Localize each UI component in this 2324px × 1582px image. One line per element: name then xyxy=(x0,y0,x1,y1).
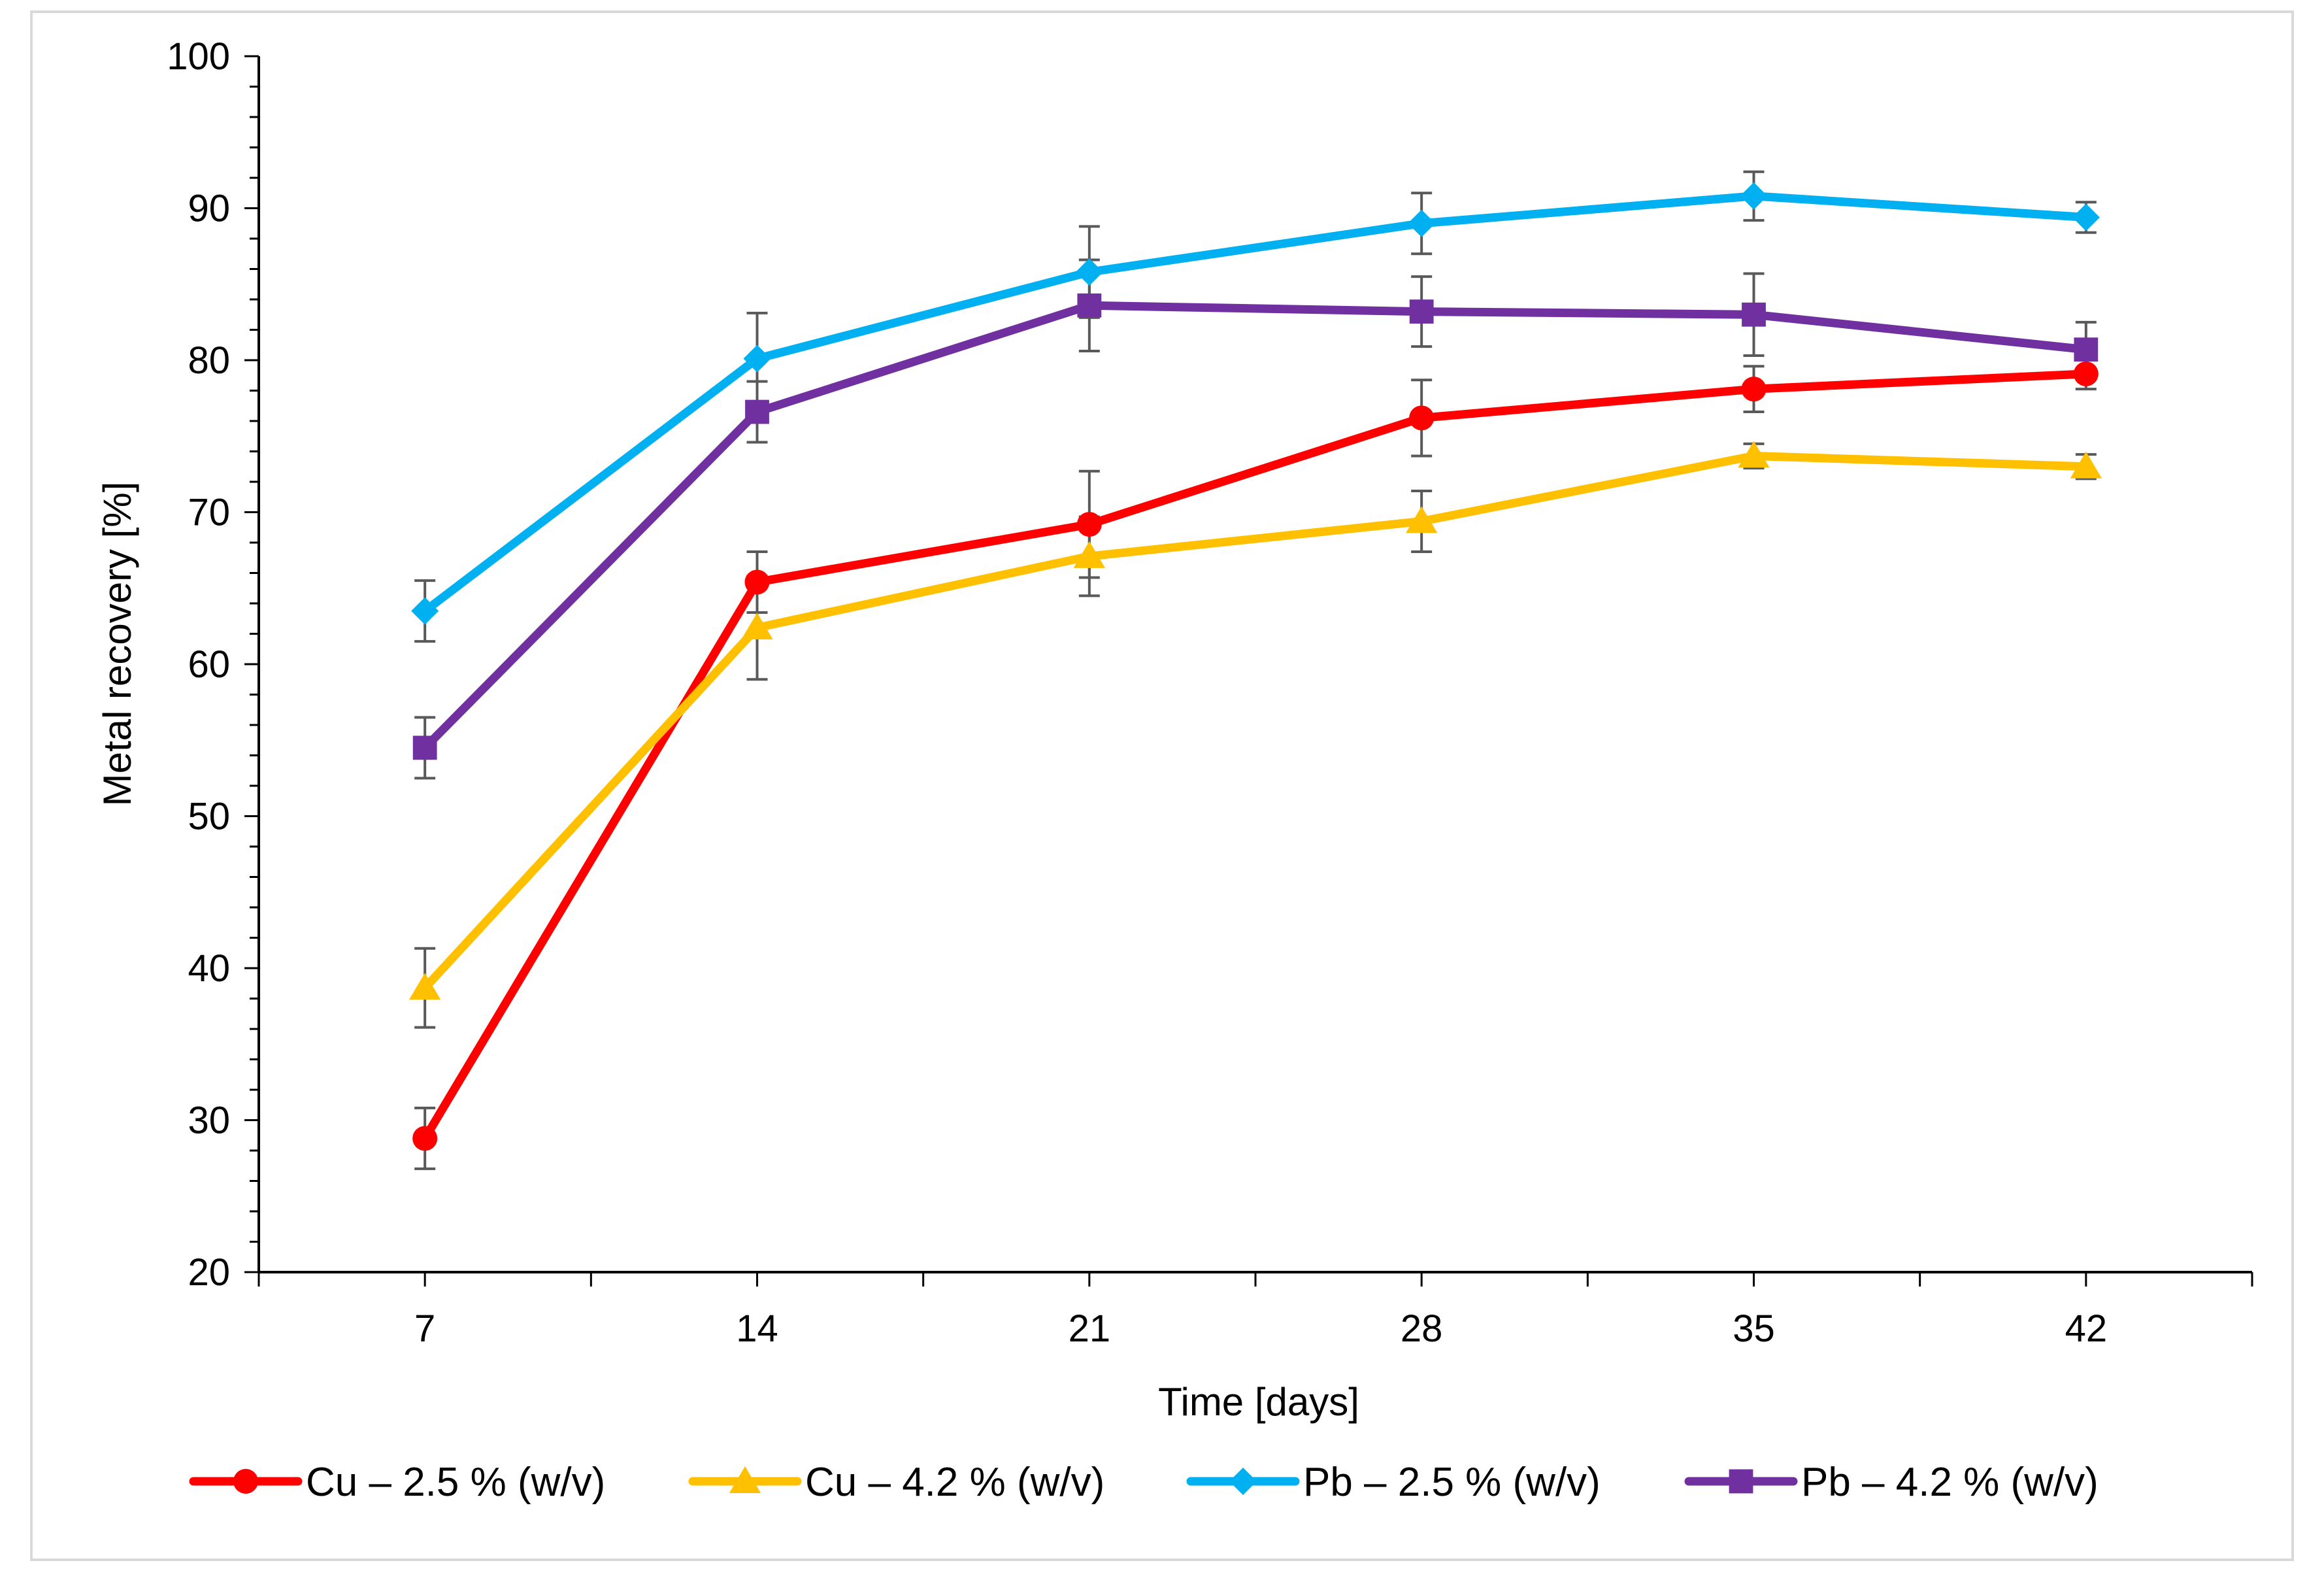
data-point xyxy=(1409,405,1435,431)
legend-marker xyxy=(233,1469,258,1494)
data-point xyxy=(411,597,439,625)
series-lines xyxy=(420,192,2091,1143)
data-point xyxy=(412,735,437,760)
series-line-4 xyxy=(420,301,2091,752)
legend-marker xyxy=(1729,1469,1753,1494)
legend-label: Pb – 4.2 % (w/v) xyxy=(1801,1460,2099,1505)
legend-marker xyxy=(1229,1468,1257,1495)
y-tick-label: 90 xyxy=(188,188,230,230)
data-point xyxy=(1742,302,1766,327)
x-tick-label: 21 xyxy=(1069,1307,1111,1350)
data-point xyxy=(2074,337,2099,362)
legend-label: Cu – 2.5 % (w/v) xyxy=(306,1460,605,1505)
y-tick-label: 60 xyxy=(188,643,230,686)
y-tick-label: 100 xyxy=(167,35,230,78)
data-point xyxy=(1076,512,1102,537)
data-point xyxy=(1408,209,1436,237)
legend-marker xyxy=(729,1466,761,1493)
legend: Cu – 2.5 % (w/v) Cu – 4.2 % (w/v) Pb – 2.5… xyxy=(189,1460,2099,1505)
chart-frame xyxy=(30,10,2294,1561)
series-line-2 xyxy=(420,451,2091,992)
data-point xyxy=(743,345,771,373)
data-point xyxy=(1741,377,1767,402)
x-tick-label: 28 xyxy=(1401,1307,1443,1350)
y-tick-label: 20 xyxy=(188,1251,230,1294)
data-point xyxy=(2073,361,2099,386)
x-tick-label: 35 xyxy=(1733,1307,1775,1350)
data-point xyxy=(1740,182,1768,210)
x-tick-label: 7 xyxy=(414,1307,435,1350)
x-tick-label: 42 xyxy=(2065,1307,2108,1350)
data-point xyxy=(412,1126,438,1151)
data-point xyxy=(745,399,769,424)
data-point xyxy=(1409,299,1434,324)
data-point xyxy=(2070,451,2102,479)
data-point xyxy=(1075,258,1103,286)
y-tick-label: 50 xyxy=(188,796,230,838)
data-point xyxy=(1738,441,1770,468)
y-tick-label: 40 xyxy=(188,947,230,990)
legend-label: Pb – 2.5 % (w/v) xyxy=(1303,1460,1601,1505)
data-point xyxy=(1073,541,1105,568)
data-point xyxy=(1406,506,1438,533)
series-markers xyxy=(409,182,2102,1151)
x-tick-label: 14 xyxy=(736,1307,778,1350)
y-tick-label: 80 xyxy=(188,339,230,382)
series-line-3 xyxy=(420,192,2091,616)
data-point xyxy=(744,569,770,595)
data-point xyxy=(2072,203,2100,231)
y-tick-label: 30 xyxy=(188,1100,230,1142)
data-point xyxy=(409,973,441,1000)
data-point xyxy=(741,613,773,640)
y-tick-label: 70 xyxy=(188,492,230,534)
y-axis-title: Metal recovery [%] xyxy=(95,482,139,807)
series-line-1 xyxy=(420,369,2091,1143)
axes: 20 30 40 50 60 70 80 90 100 7 14 21 28 35 42 xyxy=(167,35,2253,1350)
legend-label: Cu – 4.2 % (w/v) xyxy=(805,1460,1104,1505)
data-point xyxy=(1077,293,1102,318)
x-axis-title: Time [days] xyxy=(1158,1380,1359,1424)
